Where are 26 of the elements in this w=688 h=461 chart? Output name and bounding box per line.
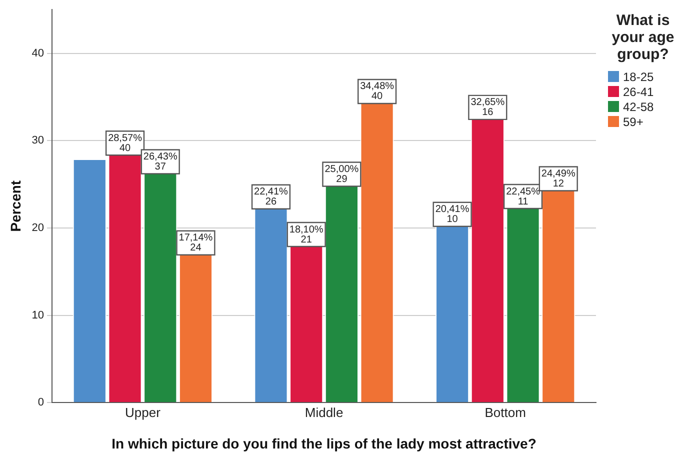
- data-label: 25,00% 29: [324, 164, 359, 186]
- x-tick-label: Bottom: [484, 404, 526, 420]
- x-tick-label: Upper: [124, 404, 162, 420]
- x-axis-title: In which picture do you find the lips of the lady most attractive?: [112, 435, 536, 452]
- y-tick-label: 20: [32, 222, 44, 234]
- data-label: 24,49% 12: [541, 168, 576, 190]
- data-label: 17,14% 24: [178, 232, 213, 254]
- data-label: 22,41% 26: [254, 186, 288, 208]
- data-label: 26,43% 37: [143, 152, 178, 173]
- y-axis-title: Percent: [7, 180, 24, 232]
- y-tick-label: 30: [32, 134, 44, 147]
- legend-label: 18-25: [623, 70, 654, 84]
- y-tick-label: 40: [32, 47, 44, 60]
- legend-label: 59+: [623, 114, 644, 128]
- data-label: 18,10% 21: [289, 224, 324, 246]
- legend-label: 42-58: [623, 100, 654, 114]
- legend-title: What is your age group?: [610, 12, 676, 63]
- data-label: 32,65% 16: [470, 97, 505, 118]
- legend-label: 26-41: [623, 84, 654, 98]
- x-tick-label: Middle: [304, 404, 344, 420]
- data-label: 20,41% 10: [435, 204, 470, 226]
- data-label: 28,57% 40: [108, 132, 142, 154]
- data-label: 22,45% 11: [506, 186, 540, 208]
- data-label: 34,48% 40: [360, 81, 394, 102]
- y-tick-label: 10: [32, 309, 44, 322]
- y-tick-label: 0: [38, 396, 44, 409]
